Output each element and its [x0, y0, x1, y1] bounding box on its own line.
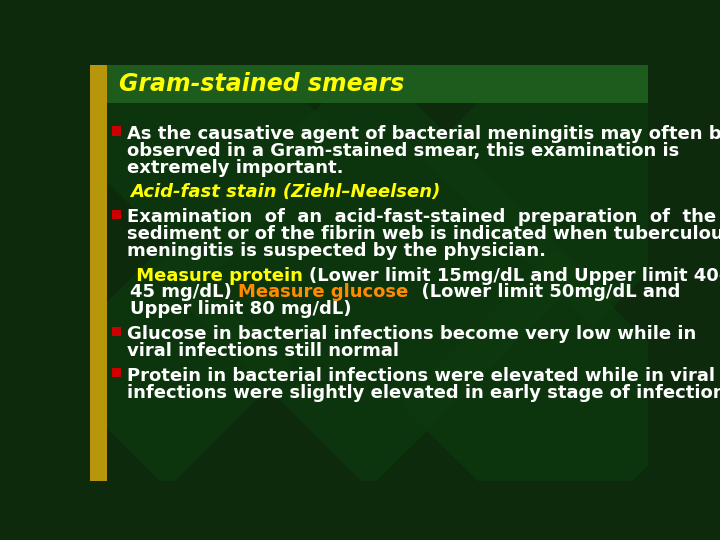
Polygon shape [67, 3, 346, 280]
Text: Protein in bacterial infections were elevated while in viral: Protein in bacterial infections were ele… [127, 367, 715, 384]
Bar [112, 210, 121, 219]
Bar [112, 327, 121, 336]
Text: viral infections still normal: viral infections still normal [127, 342, 399, 360]
Text: Acid-fast stain (Ziehl–Neelsen): Acid-fast stain (Ziehl–Neelsen) [130, 184, 441, 201]
Text: infections were slightly elevated in early stage of infections: infections were slightly elevated in ear… [127, 383, 720, 402]
Bar [112, 126, 121, 136]
Text: Measure glucose: Measure glucose [238, 284, 408, 301]
Bar [90, 65, 107, 481]
Text: (Lower limit 15mg/dL and Upper limit 40–: (Lower limit 15mg/dL and Upper limit 40– [310, 267, 720, 285]
Polygon shape [43, 242, 292, 488]
Text: Gram-stained smears: Gram-stained smears [120, 72, 405, 96]
Text: observed in a Gram-stained smear, this examination is: observed in a Gram-stained smear, this e… [127, 142, 680, 160]
Text: (Lower limit 50mg/dL and: (Lower limit 50mg/dL and [408, 284, 680, 301]
Text: Upper limit 80 mg/dL): Upper limit 80 mg/dL) [130, 300, 352, 319]
Text: extremely important.: extremely important. [127, 159, 343, 177]
Bar [112, 368, 121, 377]
Text: 45 mg/dL): 45 mg/dL) [130, 284, 238, 301]
Polygon shape [152, 57, 586, 488]
Text: As the causative agent of bacterial meningitis may often be: As the causative agent of bacterial meni… [127, 125, 720, 143]
Polygon shape [400, 249, 710, 540]
Text: Measure protein: Measure protein [130, 267, 310, 285]
Text: sediment or of the fibrin web is indicated when tuberculous: sediment or of the fibrin web is indicat… [127, 225, 720, 243]
Bar [107, 65, 648, 103]
Polygon shape [423, 0, 720, 327]
Text: Glucose in bacterial infections become very low while in: Glucose in bacterial infections become v… [127, 325, 696, 343]
Text: meningitis is suspected by the physician.: meningitis is suspected by the physician… [127, 242, 546, 260]
Text: Examination  of  an  acid-fast-stained  preparation  of  the: Examination of an acid-fast-stained prep… [127, 208, 716, 226]
